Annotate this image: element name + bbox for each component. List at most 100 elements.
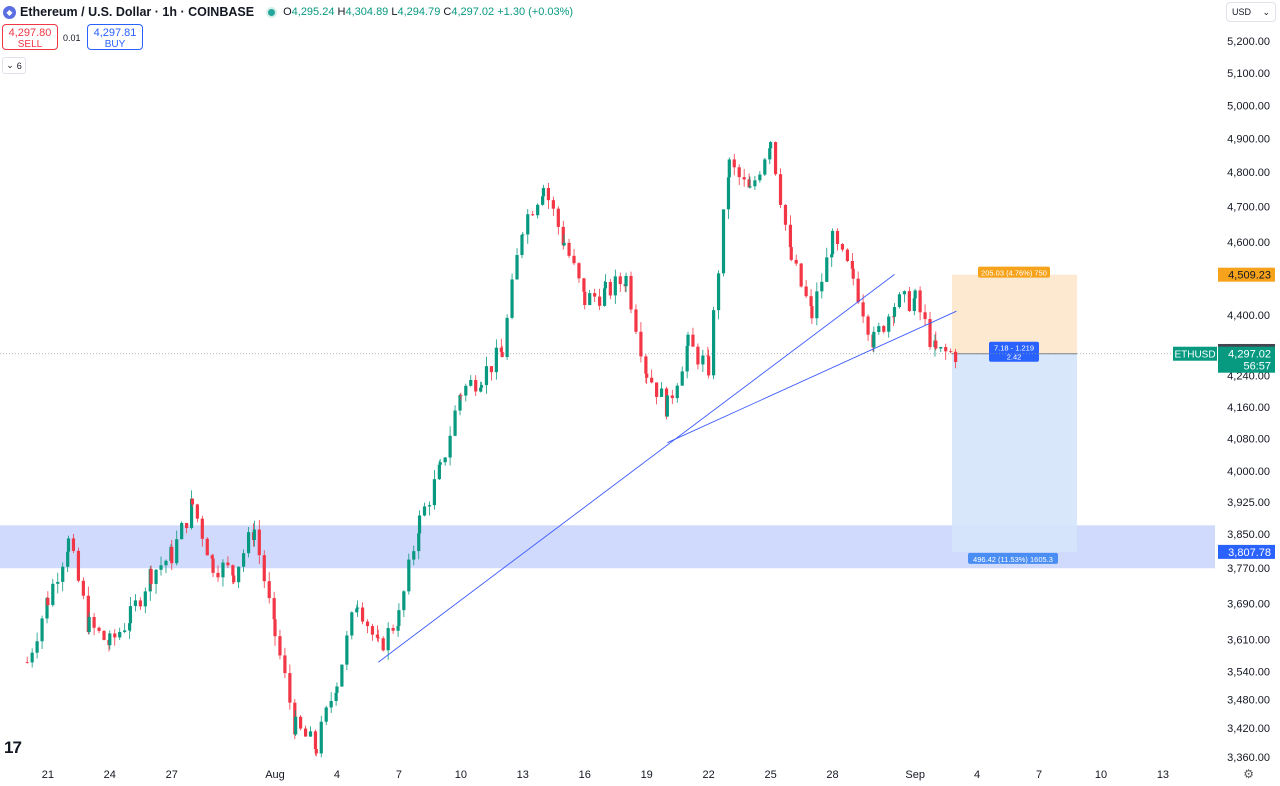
x-tick-label: 28	[826, 769, 838, 781]
candle-body	[448, 435, 452, 458]
candle-body	[469, 379, 473, 386]
candle-body	[340, 664, 344, 687]
candle-body	[437, 464, 441, 480]
candle-body	[246, 532, 251, 554]
candle-body	[51, 583, 55, 606]
change-value: +1.30 (+0.03%)	[497, 6, 574, 18]
chevron-down-icon: ⌄	[1262, 6, 1270, 17]
candle-body	[200, 518, 204, 539]
candle-body	[608, 282, 612, 296]
buy-button[interactable]: 4,297.81 BUY	[87, 24, 143, 50]
x-tick-label: 27	[166, 769, 178, 781]
candle-body	[778, 174, 783, 205]
candle-body	[789, 247, 793, 260]
candle-body	[872, 331, 876, 348]
candle-body	[788, 224, 793, 248]
candle-body	[696, 346, 700, 365]
candle-body	[231, 565, 235, 576]
candle-body	[499, 347, 503, 352]
candle-body	[809, 296, 813, 307]
candle-body	[685, 345, 689, 372]
candle-body	[670, 395, 674, 399]
entry-info-box	[989, 341, 1039, 362]
candle-body	[350, 612, 354, 636]
gear-icon[interactable]: ⚙	[1243, 767, 1254, 781]
currency-select[interactable]: USD ⌄	[1226, 2, 1276, 22]
candle-body	[128, 623, 132, 631]
candle-body	[272, 598, 276, 620]
candle-body	[763, 159, 767, 175]
market-status-icon[interactable]	[268, 8, 276, 16]
x-tick-label: Sep	[905, 769, 925, 781]
candle-body	[87, 616, 91, 633]
candle-body	[494, 347, 498, 373]
sell-button[interactable]: 4,297.80 SELL	[2, 24, 58, 50]
candle-body	[303, 728, 308, 737]
y-tick-label: 3,540.00	[1227, 666, 1270, 678]
candle-body	[769, 142, 773, 149]
candle-body	[180, 523, 184, 540]
candle-body	[242, 553, 246, 567]
candle-body	[257, 529, 261, 556]
x-tick-label: 10	[455, 769, 467, 781]
candle-body	[912, 298, 916, 312]
candle-body	[267, 581, 271, 599]
y-tick-label: 3,770.00	[1227, 563, 1270, 575]
candle-body	[634, 309, 638, 332]
candle-body	[799, 263, 803, 287]
candle-body	[154, 569, 158, 584]
x-tick-label: 13	[517, 769, 529, 781]
candle-body	[675, 385, 679, 399]
current-price-label-text: 56:57	[1243, 361, 1271, 373]
candle-body	[195, 504, 199, 519]
candle-body	[164, 560, 168, 566]
candle-body	[892, 316, 896, 318]
candle-body	[360, 607, 365, 622]
candle-body	[375, 634, 380, 638]
candle-body	[726, 177, 731, 210]
candle-body	[737, 167, 741, 178]
candle-body	[97, 627, 101, 631]
candle-body	[716, 273, 721, 311]
candle-body	[913, 290, 917, 299]
candle-body	[840, 244, 845, 250]
x-tick-label: Aug	[265, 769, 285, 781]
candle-body	[458, 395, 462, 411]
candle-body	[205, 538, 209, 556]
candle-body	[479, 387, 483, 392]
symbol-tag	[1173, 346, 1217, 361]
candle-body	[644, 356, 648, 374]
indicator-collapse-toggle[interactable]: ⌄ 6	[2, 57, 26, 74]
tradingview-logo[interactable]: 17	[4, 738, 22, 757]
symbol-title[interactable]: Ethereum / U.S. Dollar · 1h · COINBASE	[20, 5, 255, 19]
x-tick-label: 22	[703, 769, 715, 781]
ohlc-readout: O4,295.24 H4,304.89 L4,294.79 C4,297.02 …	[283, 6, 574, 18]
x-tick-label: 4	[974, 769, 980, 781]
candle-body	[113, 633, 117, 638]
position-target-zone	[952, 274, 1077, 354]
candle-body	[850, 261, 854, 269]
candle-body	[505, 317, 509, 357]
entry-info-box-text: 2.42	[1007, 353, 1022, 362]
candle-body	[768, 148, 772, 160]
candle-body	[30, 652, 34, 663]
candle-body	[232, 575, 236, 583]
candle-body	[650, 377, 654, 383]
candle-body	[561, 226, 565, 246]
candle-body	[335, 686, 339, 693]
candle-body	[546, 187, 551, 201]
candle-body	[211, 558, 215, 573]
candle-body	[825, 257, 829, 282]
ethereum-logo-icon: ◆	[3, 5, 16, 19]
candle-body	[510, 279, 514, 318]
y-tick-label: 3,850.00	[1227, 529, 1270, 541]
x-tick-label: 7	[1036, 769, 1042, 781]
candle-body	[443, 457, 447, 463]
candle-body	[742, 177, 746, 180]
y-tick-label: 3,360.00	[1227, 752, 1270, 764]
candle-body	[613, 276, 617, 296]
y-tick-label: 3,480.00	[1227, 694, 1270, 706]
candle-body	[417, 515, 422, 534]
candle-body	[645, 373, 649, 378]
